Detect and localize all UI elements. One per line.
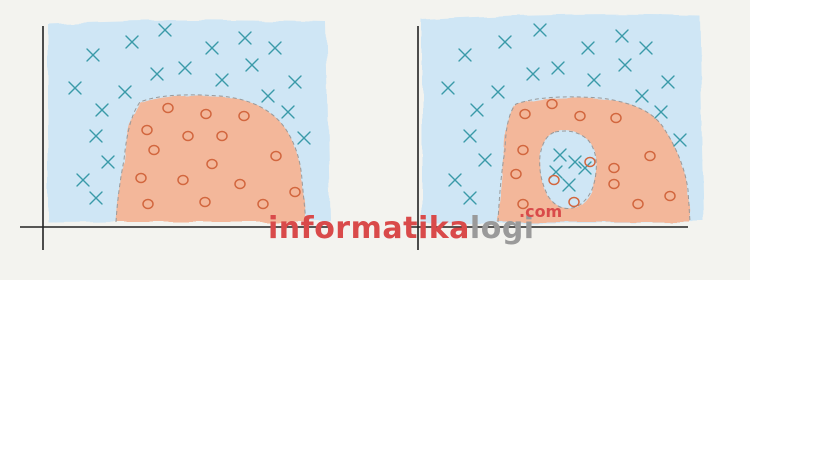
x-point-mark <box>281 105 295 119</box>
o-point-mark <box>519 108 531 120</box>
right-panel <box>410 14 704 250</box>
x-point-mark <box>551 61 565 75</box>
x-point-mark <box>533 23 547 37</box>
x-point-mark <box>441 81 455 95</box>
right-inner-boundary <box>539 130 597 209</box>
x-point-mark <box>478 153 492 167</box>
o-point-mark <box>517 144 529 156</box>
o-point-mark <box>548 174 560 186</box>
o-point-mark <box>510 168 522 180</box>
x-point-mark <box>635 89 649 103</box>
o-point-mark <box>142 198 154 210</box>
watermark-suffix: .com <box>519 202 562 221</box>
right-orange-region <box>498 96 690 222</box>
x-point-mark <box>150 67 164 81</box>
x-point-mark <box>654 105 668 119</box>
x-point-mark <box>491 85 505 99</box>
o-point-mark <box>162 102 174 114</box>
x-point-mark <box>498 35 512 49</box>
o-point-mark <box>234 178 246 190</box>
o-point-mark <box>568 196 580 208</box>
x-point-mark <box>618 58 632 72</box>
diagram-canvas: informatikalogi .com <box>0 0 750 280</box>
o-point-mark <box>148 144 160 156</box>
x-point-mark <box>673 133 687 147</box>
o-point-mark <box>206 158 218 170</box>
x-point-mark <box>205 41 219 55</box>
x-point-mark <box>76 173 90 187</box>
left-panel <box>20 20 330 250</box>
x-point-mark <box>95 103 109 117</box>
x-point-mark <box>463 191 477 205</box>
o-point-mark <box>517 198 529 210</box>
x-point-mark <box>118 85 132 99</box>
x-point-mark <box>68 81 82 95</box>
x-point-mark <box>288 75 302 89</box>
watermark: informatikalogi .com <box>268 202 562 246</box>
x-point-mark <box>568 155 582 169</box>
x-point-mark <box>215 73 229 87</box>
x-point-mark <box>458 48 472 62</box>
x-point-mark <box>463 129 477 143</box>
o-point-mark <box>238 110 250 122</box>
o-point-mark <box>610 112 622 124</box>
x-point-mark <box>615 29 629 43</box>
watermark-part1: informatika <box>268 211 470 246</box>
o-point-mark <box>632 198 644 210</box>
x-point-mark <box>553 148 567 162</box>
o-point-mark <box>664 190 676 202</box>
x-point-mark <box>639 41 653 55</box>
x-point-mark <box>238 31 252 45</box>
x-point-mark <box>245 58 259 72</box>
diagram-svg: informatikalogi .com <box>20 14 704 250</box>
o-point-mark <box>546 98 558 110</box>
o-point-mark <box>257 198 269 210</box>
x-point-mark <box>101 155 115 169</box>
x-point-mark <box>470 103 484 117</box>
x-point-mark <box>578 161 592 175</box>
left-class-x-points <box>68 23 311 205</box>
right-class-o-points <box>510 98 676 210</box>
x-point-mark <box>526 67 540 81</box>
left-class-o-points <box>135 102 301 210</box>
o-point-mark <box>182 130 194 142</box>
o-point-mark <box>177 174 189 186</box>
o-point-mark <box>644 150 656 162</box>
x-point-mark <box>89 191 103 205</box>
x-point-mark <box>562 178 576 192</box>
o-point-mark <box>135 172 147 184</box>
x-point-mark <box>86 48 100 62</box>
x-point-mark <box>178 61 192 75</box>
x-point-mark <box>89 129 103 143</box>
x-point-mark <box>661 75 675 89</box>
x-point-mark <box>158 23 172 37</box>
svg-text:informatikalogi: informatikalogi <box>268 211 535 246</box>
x-point-mark <box>125 35 139 49</box>
o-point-mark <box>608 178 620 190</box>
o-point-mark <box>289 186 301 198</box>
x-point-mark <box>581 41 595 55</box>
o-point-mark <box>608 162 620 174</box>
right-class-x-points <box>441 23 687 205</box>
o-point-mark <box>200 108 212 120</box>
x-point-mark <box>297 131 311 145</box>
o-point-mark <box>584 156 596 168</box>
x-point-mark <box>448 173 462 187</box>
o-point-mark <box>216 130 228 142</box>
o-point-mark <box>141 124 153 136</box>
left-orange-region <box>116 94 306 222</box>
x-point-mark <box>268 41 282 55</box>
o-point-mark <box>574 110 586 122</box>
watermark-part2: logi <box>470 211 535 246</box>
o-point-mark <box>270 150 282 162</box>
x-point-mark <box>587 73 601 87</box>
o-point-mark <box>199 196 211 208</box>
x-point-mark <box>261 89 275 103</box>
